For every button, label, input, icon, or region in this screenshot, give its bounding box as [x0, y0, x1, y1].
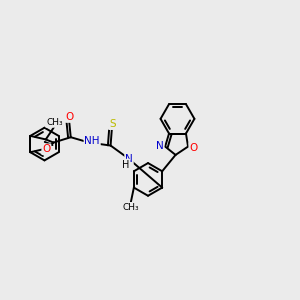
Text: N: N	[125, 154, 133, 164]
Text: H: H	[122, 160, 130, 170]
Text: CH₃: CH₃	[46, 118, 63, 127]
Text: N: N	[156, 141, 164, 151]
Text: CH₃: CH₃	[123, 203, 139, 212]
Text: NH: NH	[84, 136, 100, 146]
Text: O: O	[42, 144, 50, 154]
Text: O: O	[66, 112, 74, 122]
Text: S: S	[109, 119, 116, 129]
Text: O: O	[189, 143, 197, 153]
